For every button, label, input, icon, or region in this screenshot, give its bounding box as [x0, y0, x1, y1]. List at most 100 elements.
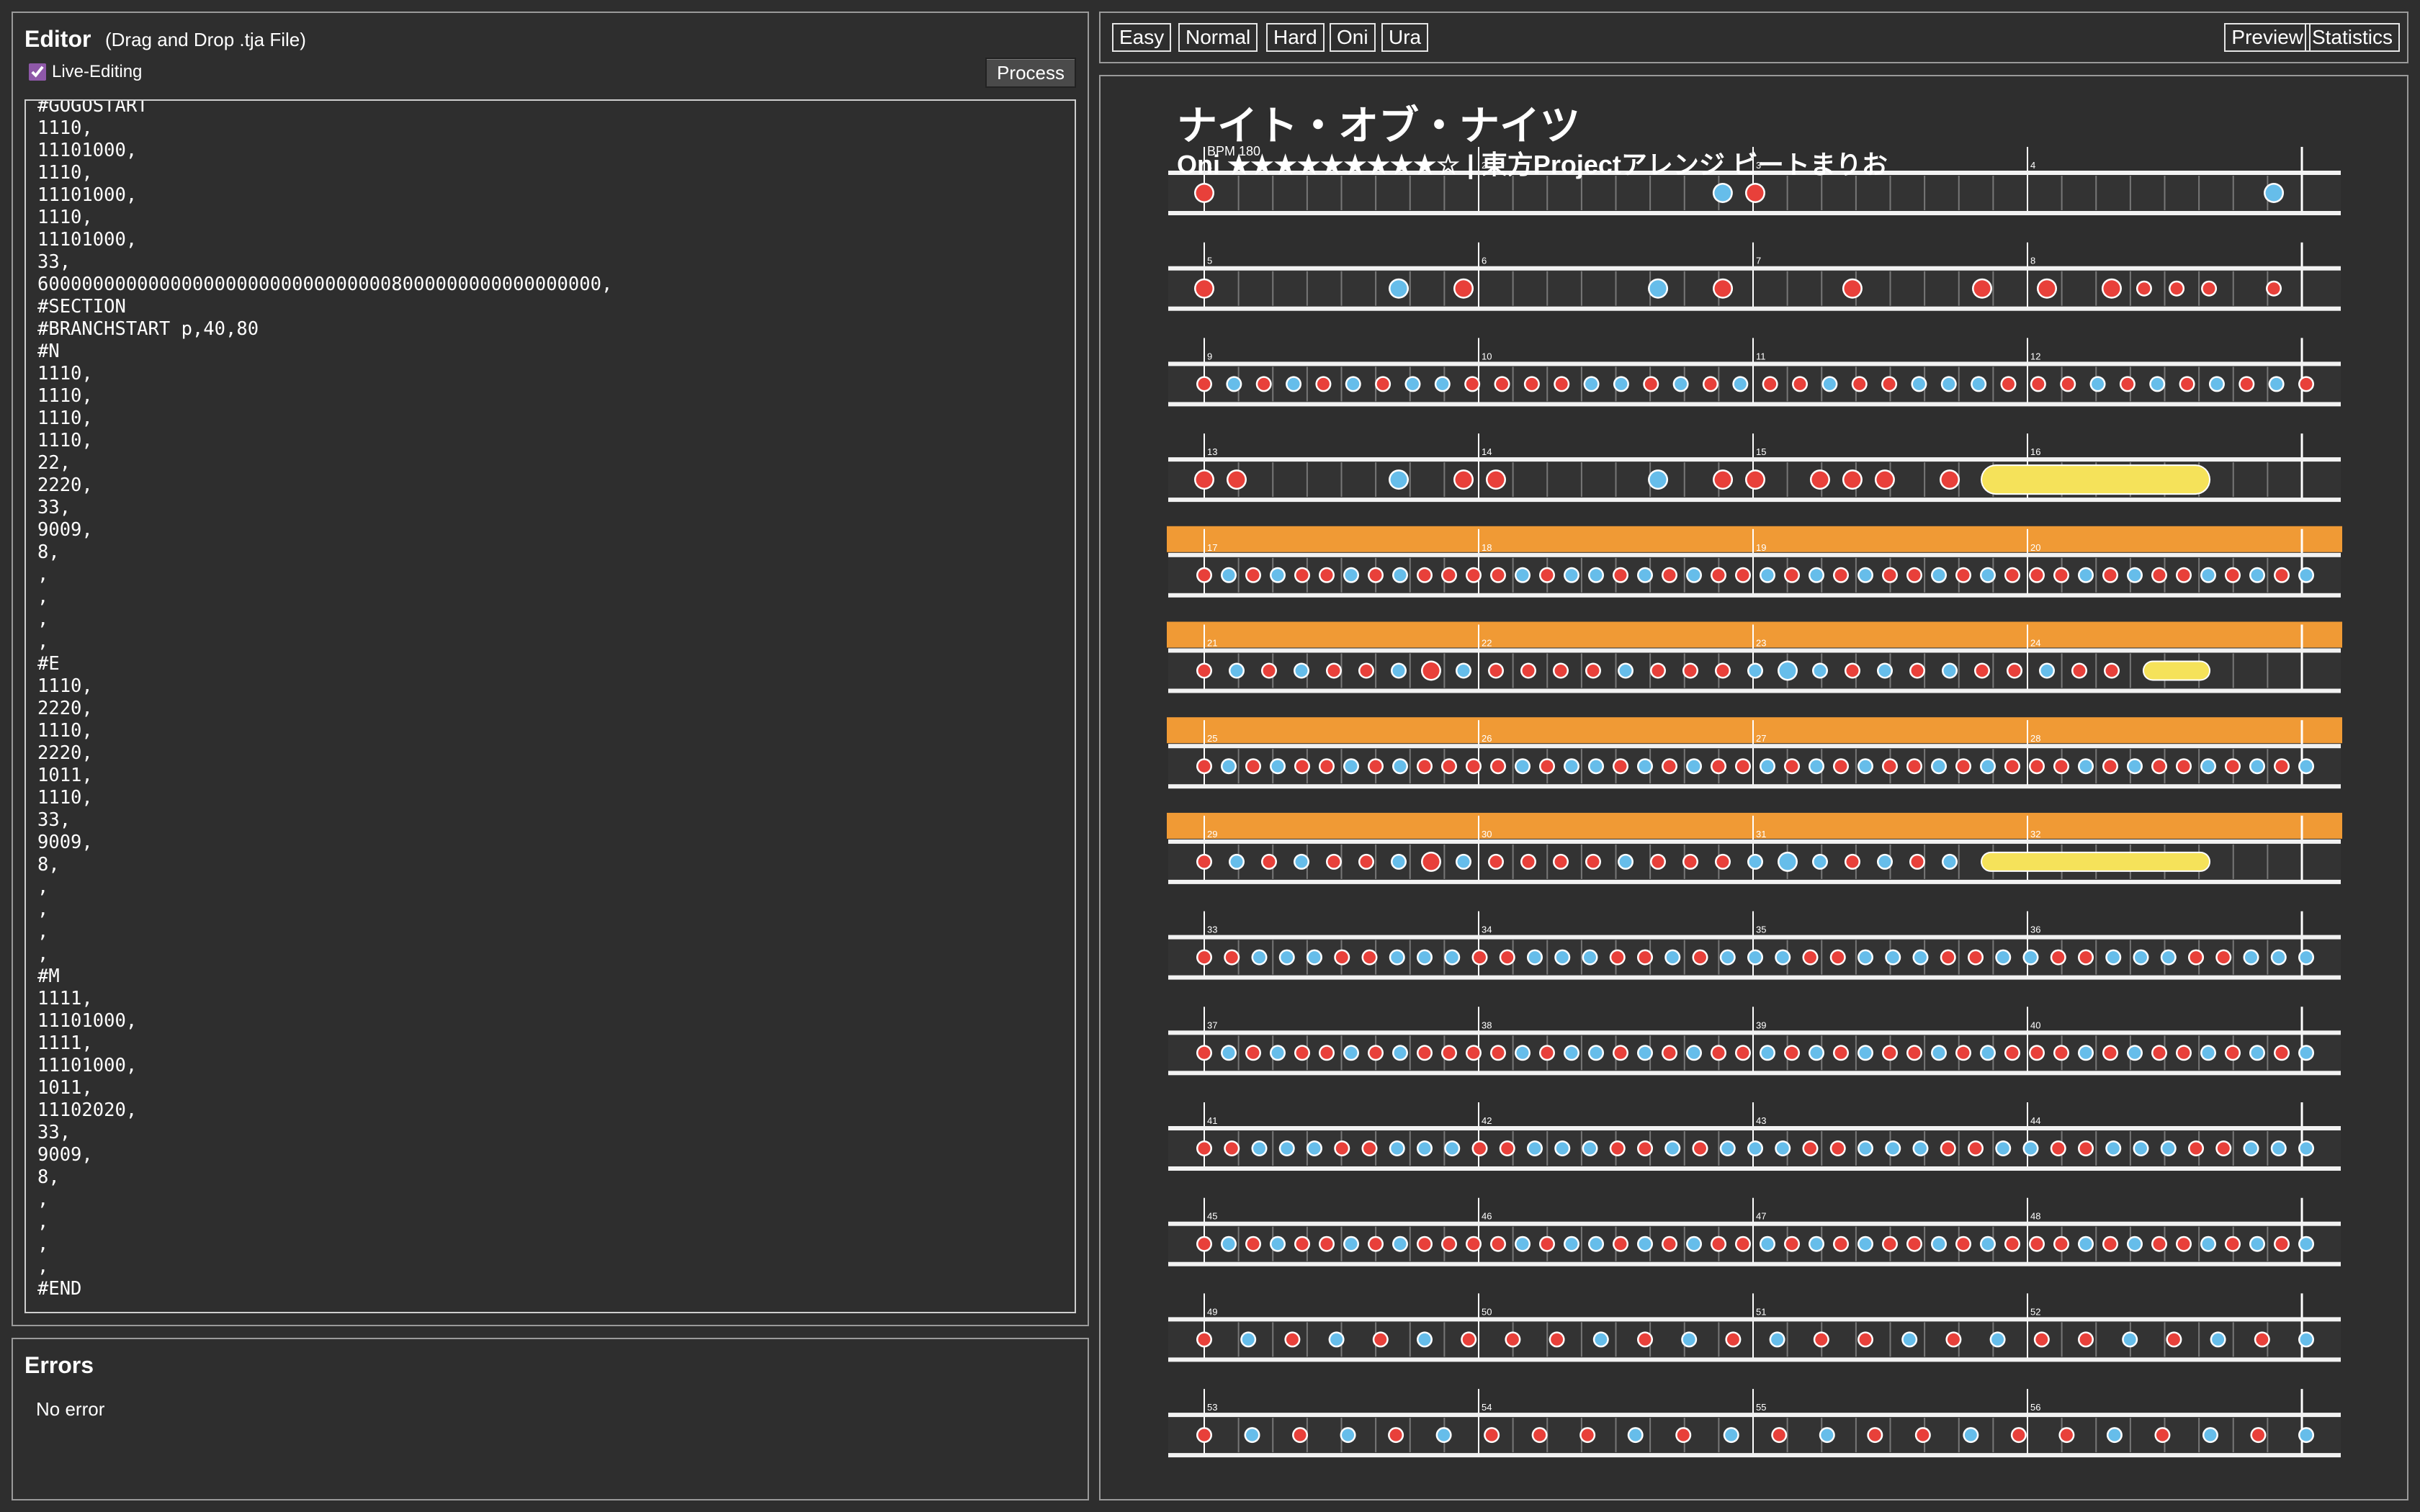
don-note [2177, 569, 2190, 582]
statistics-button[interactable]: Statistics [2304, 23, 2400, 52]
don-note [2006, 1238, 2019, 1251]
don-note [1868, 1428, 1881, 1441]
measure-number: 33 [1207, 924, 1217, 935]
don-note [1376, 377, 1389, 390]
ka-note [1779, 662, 1796, 679]
measure-number: 50 [1482, 1306, 1492, 1317]
ka-note [1438, 1428, 1451, 1441]
don-note [2104, 1238, 2117, 1251]
ka-note [2212, 1333, 2225, 1346]
code-line: , [37, 899, 49, 920]
don-note [1198, 951, 1211, 964]
ka-note [2079, 1046, 2092, 1059]
don-note [1225, 1142, 1238, 1155]
don-note [1663, 1046, 1676, 1059]
don-note [1957, 1046, 1970, 1059]
don-note [2079, 951, 2092, 964]
ka-note [1749, 855, 1762, 868]
process-button[interactable]: Process [985, 58, 1076, 88]
gogo-bar [1167, 717, 2342, 744]
don-note [1228, 471, 1245, 488]
difficulty-ura-button[interactable]: Ura [1381, 23, 1429, 52]
measure-number: 8 [2030, 256, 2035, 266]
don-note [1947, 1333, 1960, 1346]
don-note [1614, 569, 1627, 582]
ka-note [1932, 569, 1945, 582]
live-editing-checkbox[interactable] [29, 63, 46, 81]
measure-number: 13 [1207, 446, 1217, 457]
ka-note [2272, 951, 2285, 964]
ka-note [2040, 665, 2053, 677]
ka-note [2210, 377, 2223, 390]
don-note [2103, 280, 2120, 297]
note-lane [1168, 1415, 2341, 1456]
difficulty-easy-button[interactable]: Easy [1112, 23, 1172, 52]
difficulty-oni-button[interactable]: Oni [1330, 23, 1376, 52]
don-note [2030, 1238, 2043, 1251]
ka-note [1287, 377, 1300, 390]
code-line: , [37, 876, 49, 898]
code-text[interactable]: #GOGOSTART 1110, 11101000, 1110, 1110100… [37, 101, 612, 1300]
don-note [1908, 1238, 1921, 1251]
difficulty-normal-button[interactable]: Normal [1178, 23, 1258, 52]
ka-note [1565, 569, 1578, 582]
don-note [1716, 665, 1729, 677]
ka-note [1394, 569, 1407, 582]
ka-note [2128, 760, 2141, 773]
ka-note [1914, 1142, 1927, 1155]
don-note [1320, 569, 1333, 582]
preview-button[interactable]: Preview [2224, 23, 2311, 52]
code-line: #M [37, 966, 60, 987]
lane-border-bottom [1168, 211, 2341, 215]
code-editor[interactable]: #GOGOSTART 1110, 11101000, 1110, 1110100… [24, 99, 1076, 1313]
ka-note [2151, 377, 2164, 390]
live-editing-toggle[interactable]: Live-Editing [29, 62, 142, 82]
don-note [1198, 377, 1211, 390]
lane-border-bottom [1168, 784, 2341, 789]
don-note [1712, 1046, 1725, 1059]
ka-note [1391, 1142, 1404, 1155]
chart-preview-panel: 1 2 3 4 BPM 180 5 6 7 8 9 10 11 12 13 14 15 16 17 18 19 20 21… [1099, 75, 2408, 1500]
measure-number: 48 [2030, 1211, 2040, 1222]
ka-note [2245, 1142, 2257, 1155]
don-note [1736, 760, 1749, 773]
difficulty-hard-button[interactable]: Hard [1266, 23, 1325, 52]
don-note [2006, 1046, 2019, 1059]
don-note [2030, 760, 2043, 773]
ka-note [1347, 377, 1360, 390]
don-note [1443, 760, 1456, 773]
don-note [2190, 951, 2202, 964]
code-line: 2220, [37, 698, 93, 719]
don-note [1455, 280, 1472, 297]
don-note [1684, 855, 1697, 868]
ka-note [1619, 665, 1632, 677]
don-note [1247, 1046, 1260, 1059]
don-note [1418, 1046, 1431, 1059]
don-note [1639, 951, 1652, 964]
don-note [2038, 280, 2056, 297]
code-line: , [37, 943, 49, 965]
lane-border-top [1168, 1317, 2341, 1322]
code-line: , [37, 1189, 49, 1210]
measure-number: 28 [2030, 733, 2040, 744]
ka-note [1943, 665, 1956, 677]
don-note [2060, 1428, 2073, 1441]
ka-note [1516, 569, 1529, 582]
don-note [1263, 665, 1276, 677]
don-note [1551, 1333, 1564, 1346]
ka-note [1271, 569, 1284, 582]
don-note [1712, 760, 1725, 773]
ka-note [1878, 855, 1891, 868]
ka-note [2107, 1142, 2120, 1155]
code-line: #N [37, 341, 60, 362]
don-note [1957, 760, 1970, 773]
ka-note [1810, 1238, 1823, 1251]
measure-number: 35 [1756, 924, 1766, 935]
ka-note [1779, 853, 1796, 870]
don-note [1941, 471, 1958, 488]
don-note [1834, 760, 1847, 773]
don-note [1369, 1046, 1382, 1059]
lane-border-bottom [1168, 402, 2341, 407]
don-note [1908, 1046, 1921, 1059]
don-note [1976, 665, 1989, 677]
